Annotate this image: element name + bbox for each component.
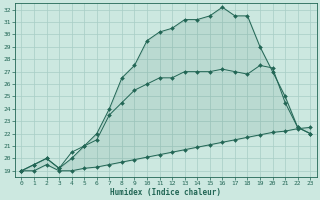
- X-axis label: Humidex (Indice chaleur): Humidex (Indice chaleur): [110, 188, 221, 197]
